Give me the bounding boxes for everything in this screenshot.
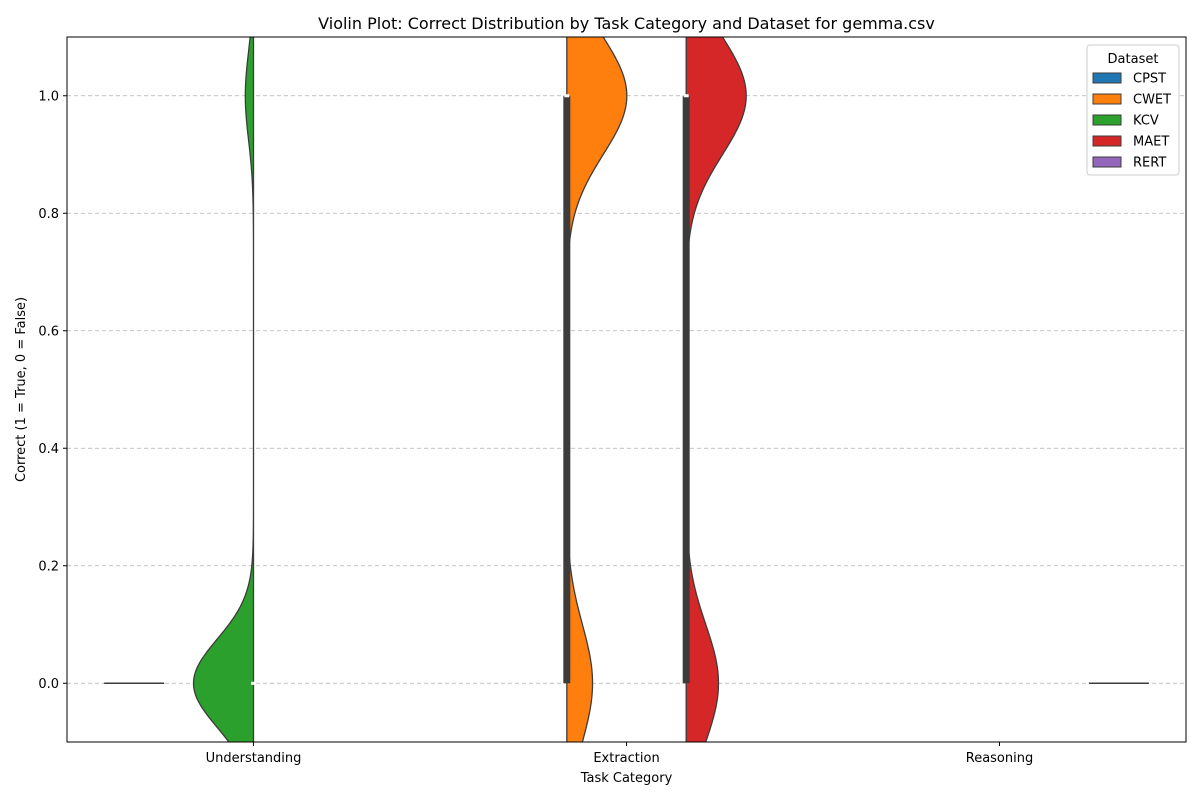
violin-maet bbox=[685, 37, 747, 742]
legend-label-cwet: CWET bbox=[1133, 93, 1171, 108]
legend-swatch-maet bbox=[1092, 135, 1122, 147]
violin-median-kcv bbox=[251, 681, 256, 685]
x-axis-ticks: Understanding Extraction Reasoning bbox=[206, 742, 1033, 766]
violins bbox=[104, 37, 1149, 742]
violin-median-maet bbox=[683, 94, 689, 98]
grid-lines bbox=[67, 95, 1186, 684]
y-tick-label: 0.0 bbox=[38, 677, 59, 692]
violin-box-cwet bbox=[563, 95, 571, 684]
violin-median-cwet bbox=[564, 94, 570, 98]
x-tick-label: Reasoning bbox=[966, 751, 1033, 766]
legend-swatch-rert bbox=[1092, 156, 1122, 168]
x-tick-label: Understanding bbox=[206, 751, 302, 766]
violin-cwet bbox=[566, 37, 628, 742]
y-tick-label: 0.6 bbox=[38, 324, 59, 339]
y-tick-label: 0.4 bbox=[38, 442, 59, 457]
legend-swatch-kcv bbox=[1092, 114, 1122, 126]
y-axis-title: Correct (1 = True, 0 = False) bbox=[14, 297, 29, 482]
x-tick-label: Extraction bbox=[593, 751, 659, 766]
legend: Dataset CPST CWET KCV MAET RERT bbox=[1086, 44, 1180, 176]
legend-swatch-cpst bbox=[1092, 72, 1122, 84]
legend-label-kcv: KCV bbox=[1133, 114, 1159, 129]
violin-box-maet bbox=[682, 95, 690, 684]
legend-items: CPST CWET KCV MAET RERT bbox=[1092, 72, 1171, 171]
legend-swatch-cwet bbox=[1092, 93, 1122, 105]
legend-label-cpst: CPST bbox=[1133, 72, 1166, 87]
y-tick-label: 0.2 bbox=[38, 559, 59, 574]
violin-kcv bbox=[192, 37, 255, 742]
y-tick-label: 0.8 bbox=[38, 207, 59, 222]
legend-title: Dataset bbox=[1108, 52, 1159, 67]
legend-label-rert: RERT bbox=[1133, 156, 1166, 171]
legend-label-maet: MAET bbox=[1133, 135, 1169, 150]
chart-title: Violin Plot: Correct Distribution by Tas… bbox=[318, 14, 935, 33]
y-axis-ticks: 0.0 0.2 0.4 0.6 0.8 1.0 bbox=[38, 89, 67, 692]
x-axis-title: Task Category bbox=[580, 771, 673, 786]
y-tick-label: 1.0 bbox=[38, 89, 59, 104]
violin-group bbox=[104, 37, 1149, 742]
